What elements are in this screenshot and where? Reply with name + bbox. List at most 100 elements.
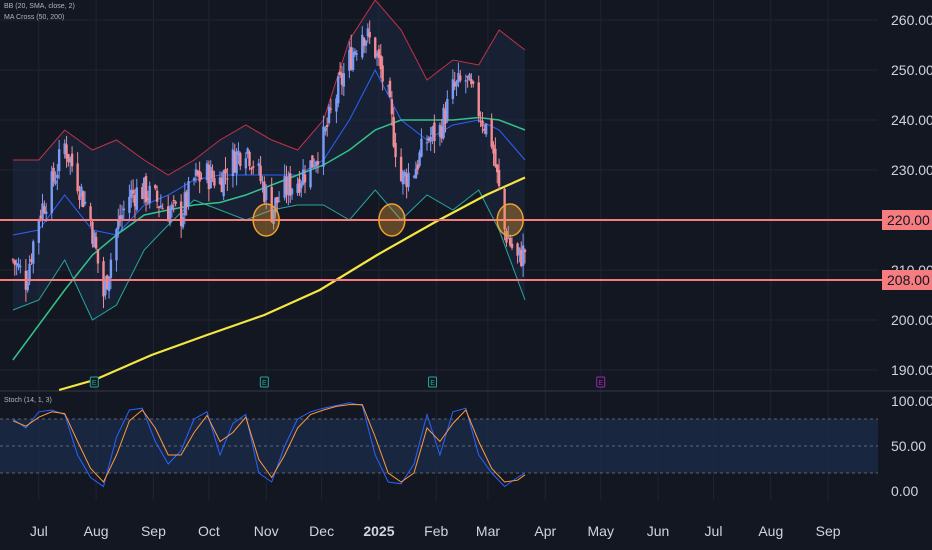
candle-body xyxy=(155,190,159,202)
candle-body xyxy=(56,174,59,178)
candle-body xyxy=(15,263,18,266)
price-axis-label[interactable]: 260.00 xyxy=(891,12,932,28)
earnings-marker[interactable] xyxy=(596,376,606,388)
candle-body xyxy=(170,204,174,210)
ma-cross-indicator-label[interactable]: MA Cross (50, 200) xyxy=(4,14,65,21)
price-axis[interactable]: 190.00200.00210.00230.00240.00250.00260.… xyxy=(882,12,932,499)
time-axis-label[interactable]: Sep xyxy=(141,523,166,539)
candle-body xyxy=(303,174,307,183)
time-axis-label[interactable]: Aug xyxy=(758,523,783,539)
candle-body xyxy=(196,170,199,176)
time-axis-label[interactable]: Nov xyxy=(254,523,279,539)
price-axis-label[interactable]: 230.00 xyxy=(891,162,932,178)
time-axis-label[interactable]: May xyxy=(588,523,614,539)
time-axis-label[interactable]: Apr xyxy=(534,523,556,539)
bb-upper-line xyxy=(12,0,526,176)
candle-body xyxy=(154,185,157,189)
time-axis-label[interactable]: Jul xyxy=(705,523,723,539)
candle-body xyxy=(252,166,255,168)
earnings-marker[interactable] xyxy=(428,376,438,388)
candle-body xyxy=(200,177,203,179)
candle-body xyxy=(348,49,351,71)
candle-body xyxy=(30,258,33,263)
candle-body xyxy=(407,172,410,187)
time-axis-label[interactable]: Sep xyxy=(816,523,841,539)
price-axis-label[interactable]: 250.00 xyxy=(891,62,932,78)
candle-body xyxy=(283,176,286,198)
candle-body xyxy=(457,72,460,82)
price-level-tag[interactable] xyxy=(882,270,932,290)
time-axis-label[interactable]: Jun xyxy=(647,523,670,539)
candle-body xyxy=(161,208,164,210)
candle-body xyxy=(494,148,497,167)
candle-body xyxy=(508,237,512,246)
candle-body xyxy=(510,243,514,248)
time-axis-label[interactable]: 2025 xyxy=(363,523,394,539)
candle-body xyxy=(159,205,163,208)
candle-body xyxy=(63,143,66,155)
time-axis-label[interactable]: Feb xyxy=(424,523,448,539)
stoch-indicator-label[interactable]: Stoch (14, 1, 3) xyxy=(4,397,52,404)
candle-body xyxy=(263,181,266,202)
candle-body xyxy=(377,49,381,58)
candle-body xyxy=(374,37,377,58)
time-axis-label[interactable]: Mar xyxy=(476,523,500,539)
earnings-marker-label[interactable]: E xyxy=(598,380,603,387)
candle-body xyxy=(11,259,15,261)
earnings-marker[interactable] xyxy=(259,376,269,388)
candle-body xyxy=(168,209,172,224)
candle-body xyxy=(67,153,70,162)
candle-body xyxy=(222,170,225,197)
candle-body xyxy=(148,185,151,204)
candle-body xyxy=(65,144,68,159)
candle-body xyxy=(133,194,137,207)
earnings-marker-label[interactable]: E xyxy=(92,380,97,387)
time-axis-label[interactable]: Dec xyxy=(309,523,334,539)
bb-indicator-label[interactable]: BB (20, SMA, close, 2) xyxy=(4,3,75,10)
candle-body xyxy=(505,230,508,243)
candle-body xyxy=(104,279,107,296)
candle-body xyxy=(131,190,135,194)
price-axis-label[interactable]: 240.00 xyxy=(891,112,932,128)
highlight-circle xyxy=(378,203,406,237)
price-level-tag-label[interactable]: 220.00 xyxy=(887,212,930,228)
candle-body xyxy=(181,216,185,228)
candle-body xyxy=(316,161,320,165)
price-level-tag-label[interactable]: 208.00 xyxy=(887,272,930,288)
earnings-marker-label[interactable]: E xyxy=(430,380,435,387)
candle-body xyxy=(442,107,445,138)
stoch-d-line xyxy=(12,404,526,483)
earnings-marker[interactable] xyxy=(89,376,99,388)
earnings-marker-label[interactable]: E xyxy=(262,380,267,387)
candle-body xyxy=(483,128,486,131)
stochastic-pane[interactable] xyxy=(0,402,878,488)
candles[interactable] xyxy=(11,20,527,309)
price-level-tag[interactable] xyxy=(882,210,932,230)
candle-body xyxy=(388,80,392,98)
candle-body xyxy=(250,167,253,170)
price-axis-label[interactable]: 200.00 xyxy=(891,312,932,328)
stoch-axis-label[interactable]: 100.00 xyxy=(891,393,932,409)
candle-body xyxy=(301,169,305,185)
candle-body xyxy=(503,188,506,230)
candle-body xyxy=(350,47,353,70)
time-axis-label[interactable]: Aug xyxy=(84,523,109,539)
time-axis[interactable]: Jul Aug Sep Oct Nov Dec 2025 Feb Mar Apr May Jun Jul… xyxy=(30,523,841,539)
candle-body xyxy=(89,206,92,221)
price-levels[interactable] xyxy=(0,219,882,281)
candle-body xyxy=(518,247,521,255)
candle-body xyxy=(142,177,146,199)
stoch-axis-label[interactable]: 0.00 xyxy=(891,483,918,499)
candle-body xyxy=(342,73,346,87)
candle-body xyxy=(220,177,224,193)
time-axis-label[interactable]: Oct xyxy=(198,523,220,539)
price-axis-label[interactable]: 190.00 xyxy=(891,362,932,378)
candle-body xyxy=(118,215,122,222)
candle-body xyxy=(368,31,371,38)
stoch-axis-label[interactable]: 50.00 xyxy=(891,438,926,454)
time-axis-label[interactable]: Jul xyxy=(30,523,48,539)
candle-body xyxy=(237,150,240,156)
candle-body xyxy=(313,166,316,168)
